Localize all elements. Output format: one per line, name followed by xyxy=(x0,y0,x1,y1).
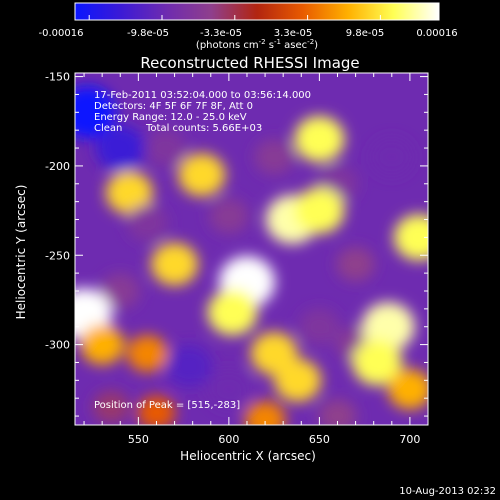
heatmap-blob xyxy=(369,136,414,177)
y-tick-label: -300 xyxy=(45,339,70,352)
colorbar-tick-label-3: 3.3e-05 xyxy=(274,28,312,39)
colorbar-tick-label-2: -3.3e-05 xyxy=(200,28,242,39)
tick-labels: 550 600 650 700 -150 -200 -250 -300 xyxy=(45,71,420,446)
heatmap-blob xyxy=(274,358,322,402)
heatmap-blob xyxy=(92,390,130,424)
colorbar-tick-label-5: 0.00016 xyxy=(416,28,457,39)
heatmap-blob xyxy=(165,344,213,388)
heatmap-blob xyxy=(294,116,345,163)
heatmap-blob xyxy=(178,153,226,197)
chart-title: Reconstructed RHESSI Image xyxy=(140,54,359,72)
heatmap-blob xyxy=(145,129,187,167)
heatmap-blob xyxy=(336,247,375,282)
y-tick-label: -150 xyxy=(45,71,70,84)
heatmap-blob xyxy=(361,302,415,352)
footer-timestamp: 10-Aug-2013 02:32 xyxy=(399,486,496,497)
heatmap-blob xyxy=(207,289,258,336)
heatmap-blob xyxy=(80,324,125,365)
y-axis-label: Heliocentric Y (arcsec) xyxy=(14,185,28,320)
colorbar-tick-label-4: 9.8e-05 xyxy=(346,28,384,39)
heatmap xyxy=(75,86,428,425)
colorbar-tick-label-0: -0.00016 xyxy=(39,28,84,39)
colorbar-tick-label-1: -9.8e-05 xyxy=(127,28,169,39)
annotation-clean: Clean xyxy=(94,123,122,134)
heatmap-blob xyxy=(151,242,199,286)
x-tick-label: 650 xyxy=(309,433,330,446)
annotation-time: 17-Feb-2011 03:52:04.000 to 03:56:14.000 xyxy=(94,90,311,101)
annotation-peak: Position of Peak = [515,-283] xyxy=(94,400,240,411)
heatmap-blob xyxy=(294,187,345,234)
heatmap-blob xyxy=(387,369,428,410)
x-tick-label: 700 xyxy=(399,433,420,446)
colorbar-ticks xyxy=(88,15,381,20)
heatmap-blob xyxy=(244,401,286,425)
x-tick-label: 600 xyxy=(218,433,239,446)
heatmap-blob xyxy=(137,395,176,425)
x-axis-label: Heliocentric X (arcsec) xyxy=(180,449,316,463)
axis-ticks xyxy=(75,73,429,425)
y-tick-label: -250 xyxy=(45,249,70,262)
annotation-energy: Energy Range: 12.0 - 25.0 keV xyxy=(94,112,247,123)
heatmap-blob xyxy=(75,86,116,139)
colorbar-unit: (photons cm-2 s-1 asec-2) xyxy=(196,38,318,51)
heatmap-blob xyxy=(254,139,294,175)
heatmap-blob xyxy=(126,204,168,242)
colorbar xyxy=(74,2,440,21)
y-tick-label: -200 xyxy=(45,160,70,173)
heatmap-blob xyxy=(126,335,168,373)
heatmap-blob xyxy=(100,273,141,309)
heatmap-blob xyxy=(105,171,153,215)
annotation-counts: Total counts: 5.66E+03 xyxy=(145,123,262,134)
annotation-detectors: Detectors: 4F 5F 6F 7F 8F, Att 0 xyxy=(94,101,253,112)
heatmap-blob xyxy=(298,308,340,346)
heatmap-blob xyxy=(318,399,357,425)
heatmap-blob xyxy=(352,339,403,386)
plot-frame xyxy=(74,72,429,426)
heatmap-blob xyxy=(393,214,428,261)
heatmap-blob xyxy=(209,198,249,234)
heatmap-blob xyxy=(206,369,251,410)
x-tick-label: 550 xyxy=(128,433,149,446)
heatmap-blob xyxy=(95,125,146,172)
